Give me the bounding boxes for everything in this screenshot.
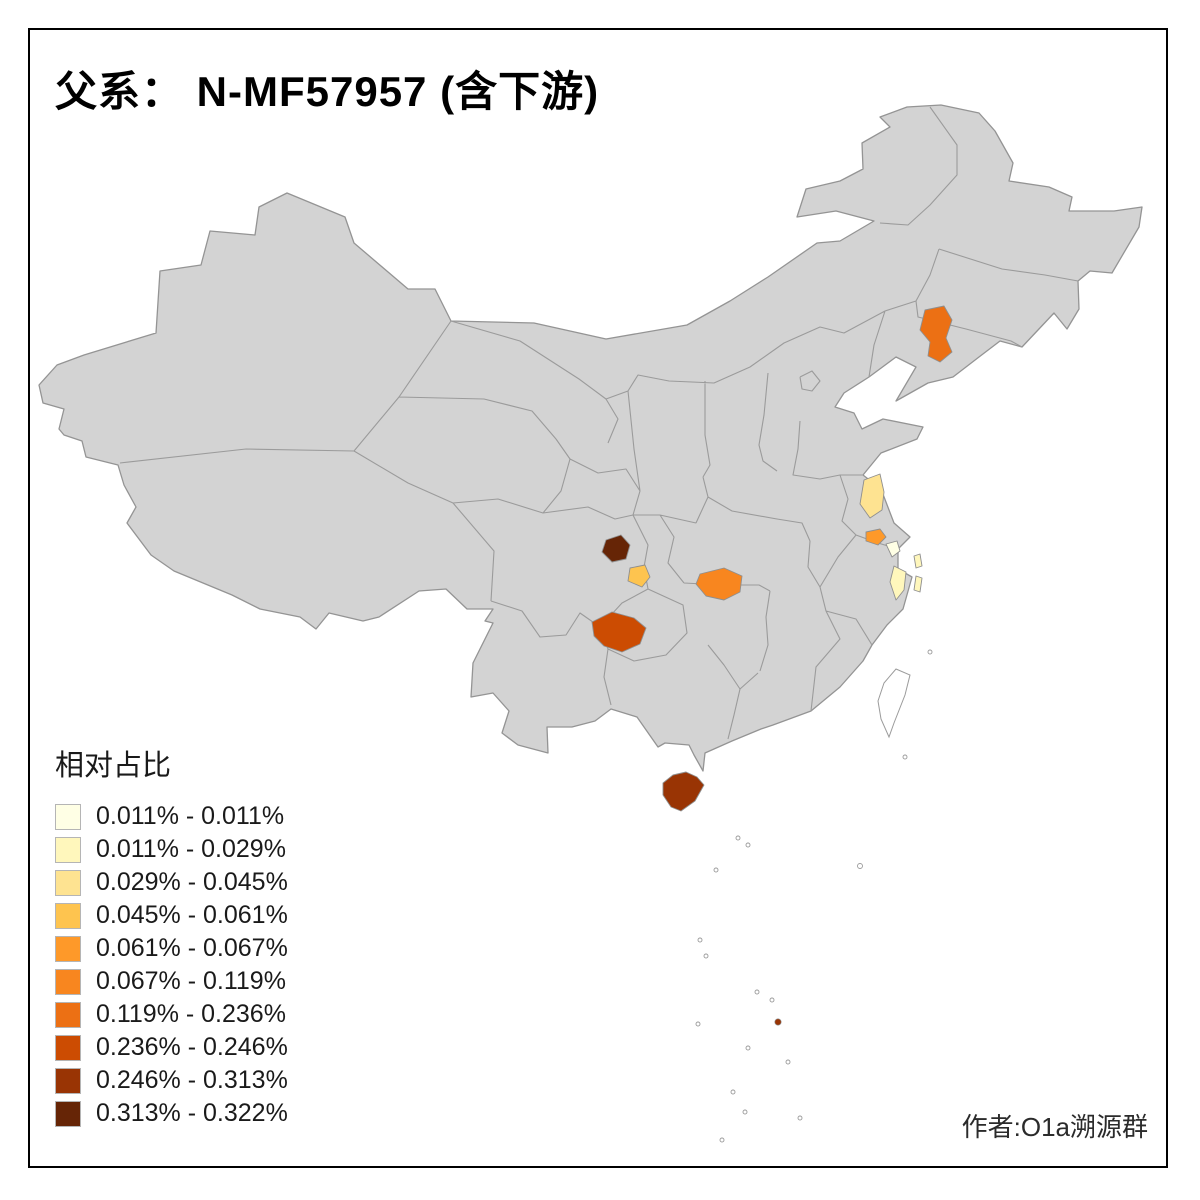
legend-label: 0.029% - 0.045% <box>96 868 288 896</box>
legend-swatch <box>55 1001 81 1028</box>
islet <box>927 649 933 655</box>
islet <box>902 754 908 760</box>
legend-row: 0.011% - 0.029% <box>55 833 288 866</box>
islet <box>797 1115 803 1121</box>
islet <box>745 1045 751 1051</box>
region-hubei-central <box>695 567 743 601</box>
legend-row: 0.313% - 0.322% <box>55 1097 288 1130</box>
region-jiangsu-south <box>865 528 887 546</box>
region-zhejiang-coastal <box>889 565 907 601</box>
islet <box>695 1021 701 1027</box>
legend-title: 相对占比 <box>55 750 172 782</box>
islet <box>754 989 760 995</box>
legend-swatch <box>55 869 81 896</box>
legend-row: 0.236% - 0.246% <box>55 1031 288 1064</box>
legend: 相对占比 0.011% - 0.011% 0.011% - 0.029% 0.0… <box>55 742 288 1130</box>
legend-swatch <box>55 1100 81 1127</box>
region-zhejiang-coastal-islet-1 <box>913 553 923 569</box>
legend-swatch <box>55 1067 81 1094</box>
legend-row: 0.029% - 0.045% <box>55 866 288 899</box>
legend-row: 0.045% - 0.061% <box>55 899 288 932</box>
islet <box>785 1059 791 1065</box>
islet <box>730 1089 736 1095</box>
legend-label: 0.119% - 0.236% <box>96 1000 286 1028</box>
region-zhejiang-coastal-islet-2 <box>913 575 923 593</box>
legend-swatch <box>55 803 81 830</box>
region-south-china-sea-islet <box>774 1018 782 1026</box>
legend-label: 0.045% - 0.061% <box>96 901 288 929</box>
legend-label: 0.067% - 0.119% <box>96 967 286 995</box>
legend-label: 0.011% - 0.029% <box>96 835 286 863</box>
legend-swatch <box>55 968 81 995</box>
legend-row: 0.119% - 0.236% <box>55 998 288 1031</box>
legend-row: 0.067% - 0.119% <box>55 965 288 998</box>
legend-swatch <box>55 1034 81 1061</box>
region-liaoning-central <box>919 305 953 363</box>
legend-label: 0.011% - 0.011% <box>96 802 285 830</box>
region-jiangsu-coastal <box>859 473 885 519</box>
islet <box>735 835 741 841</box>
taiwan-island <box>877 668 911 739</box>
legend-swatch <box>55 836 81 863</box>
legend-row: 0.061% - 0.067% <box>55 932 288 965</box>
islet <box>769 997 775 1003</box>
attribution: 作者:O1a溯源群 <box>961 1112 1148 1142</box>
region-sichuan-northeast <box>601 534 631 563</box>
legend-label: 0.061% - 0.067% <box>96 934 288 962</box>
legend-label: 0.313% - 0.322% <box>96 1099 288 1127</box>
islet <box>857 863 863 869</box>
islet <box>713 867 719 873</box>
legend-swatch <box>55 935 81 962</box>
islet <box>697 937 703 943</box>
region-shanghai <box>885 540 901 558</box>
region-sichuan-south <box>591 611 647 653</box>
legend-label: 0.246% - 0.313% <box>96 1066 288 1094</box>
legend-row: 0.246% - 0.313% <box>55 1064 288 1097</box>
islet <box>742 1109 748 1115</box>
legend-row: 0.011% - 0.011% <box>55 800 288 833</box>
page-title: 父系： N-MF57957 (含下游) <box>55 68 600 115</box>
region-chongqing <box>627 564 651 588</box>
south-china-sea-islets <box>695 649 933 1143</box>
legend-label: 0.236% - 0.246% <box>96 1033 288 1061</box>
islet <box>745 842 751 848</box>
islet <box>703 953 709 959</box>
region-hainan <box>662 771 705 812</box>
china-mainland <box>38 104 1143 772</box>
legend-swatch <box>55 902 81 929</box>
islet <box>719 1137 725 1143</box>
